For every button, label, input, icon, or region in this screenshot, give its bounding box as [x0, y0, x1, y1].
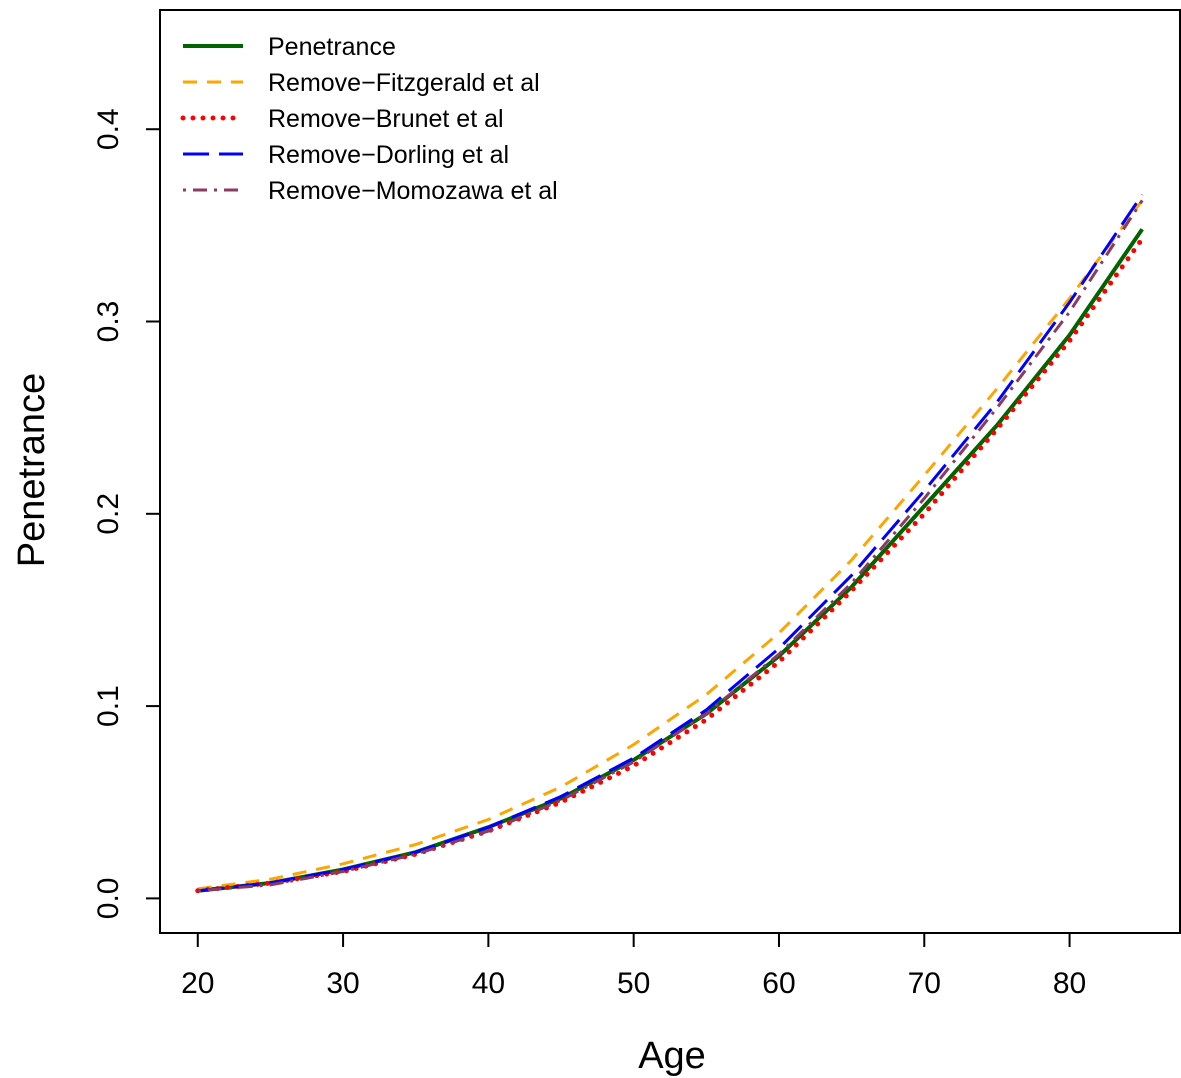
x-tick-label: 80	[1053, 967, 1086, 1000]
legend-label: Penetrance	[268, 33, 396, 61]
x-tick-label: 60	[762, 967, 795, 1000]
series-layer	[195, 193, 1145, 894]
y-tick-label: 0.1	[92, 685, 125, 727]
x-tick-label: 50	[617, 967, 650, 1000]
legend-label: Remove−Dorling et al	[268, 141, 509, 169]
legend-label: Remove−Fitzgerald et al	[268, 69, 540, 97]
series-line-remove-momozawa-et-al	[197, 199, 1144, 893]
series-line-remove-brunet-et-al	[195, 236, 1145, 894]
series-line-penetrance	[197, 228, 1144, 893]
x-tick-label: 20	[181, 967, 214, 1000]
x-axis: 20 30 40 50 60 70 80	[181, 932, 1086, 1000]
x-tick-label: 30	[326, 967, 359, 1000]
series-line-remove-dorling-et-al	[197, 193, 1144, 893]
x-tick-label: 70	[908, 967, 941, 1000]
y-axis-title: Penetrance	[11, 373, 53, 567]
legend-label: Remove−Momozawa et al	[268, 177, 558, 205]
legend: Penetrance Remove−Fitzgerald et al Remove−…	[180, 33, 558, 205]
series-line-remove-fitzgerald-et-al	[197, 199, 1144, 891]
y-tick-label: 0.3	[92, 301, 125, 343]
legend-label: Remove−Brunet et al	[268, 105, 504, 133]
y-tick-label: 0.2	[92, 493, 125, 535]
y-tick-label: 0.4	[92, 108, 125, 150]
y-tick-label: 0.0	[92, 878, 125, 920]
x-tick-label: 40	[472, 967, 505, 1000]
y-axis: 0.0 0.1 0.2 0.3 0.4	[92, 108, 161, 920]
x-axis-title: Age	[638, 1035, 706, 1077]
